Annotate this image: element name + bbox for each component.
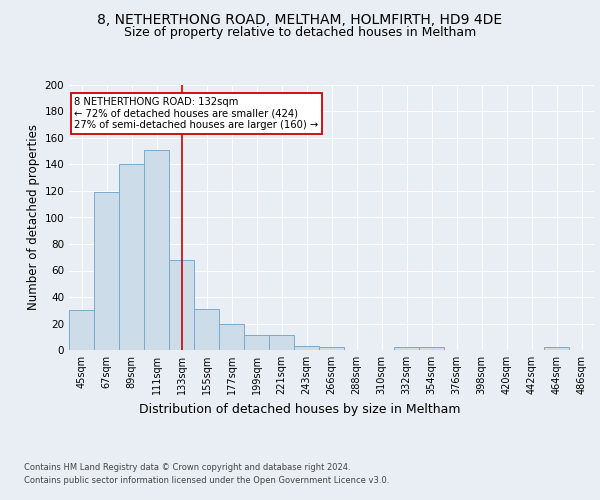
Bar (194, 309, 219, 350)
Text: 8 NETHERTHONG ROAD: 132sqm
← 72% of detached houses are smaller (424)
27% of sem: 8 NETHERTHONG ROAD: 132sqm ← 72% of deta… (74, 97, 319, 130)
Bar (94, 192, 119, 350)
Bar (144, 150, 169, 350)
Bar (394, 348, 419, 350)
Bar (119, 164, 144, 350)
Bar (419, 348, 444, 350)
Text: Distribution of detached houses by size in Meltham: Distribution of detached houses by size … (139, 402, 461, 415)
Text: Contains public sector information licensed under the Open Government Licence v3: Contains public sector information licen… (24, 476, 389, 485)
Bar (544, 348, 569, 350)
Bar (319, 348, 344, 350)
Y-axis label: Number of detached properties: Number of detached properties (27, 124, 40, 310)
Text: Size of property relative to detached houses in Meltham: Size of property relative to detached ho… (124, 26, 476, 39)
Bar (219, 324, 244, 350)
Text: Contains HM Land Registry data © Crown copyright and database right 2024.: Contains HM Land Registry data © Crown c… (24, 462, 350, 471)
Bar (69, 310, 94, 350)
Bar (169, 260, 194, 350)
Bar (244, 336, 269, 350)
Bar (294, 346, 319, 350)
Text: 8, NETHERTHONG ROAD, MELTHAM, HOLMFIRTH, HD9 4DE: 8, NETHERTHONG ROAD, MELTHAM, HOLMFIRTH,… (97, 12, 503, 26)
Bar (269, 336, 294, 350)
